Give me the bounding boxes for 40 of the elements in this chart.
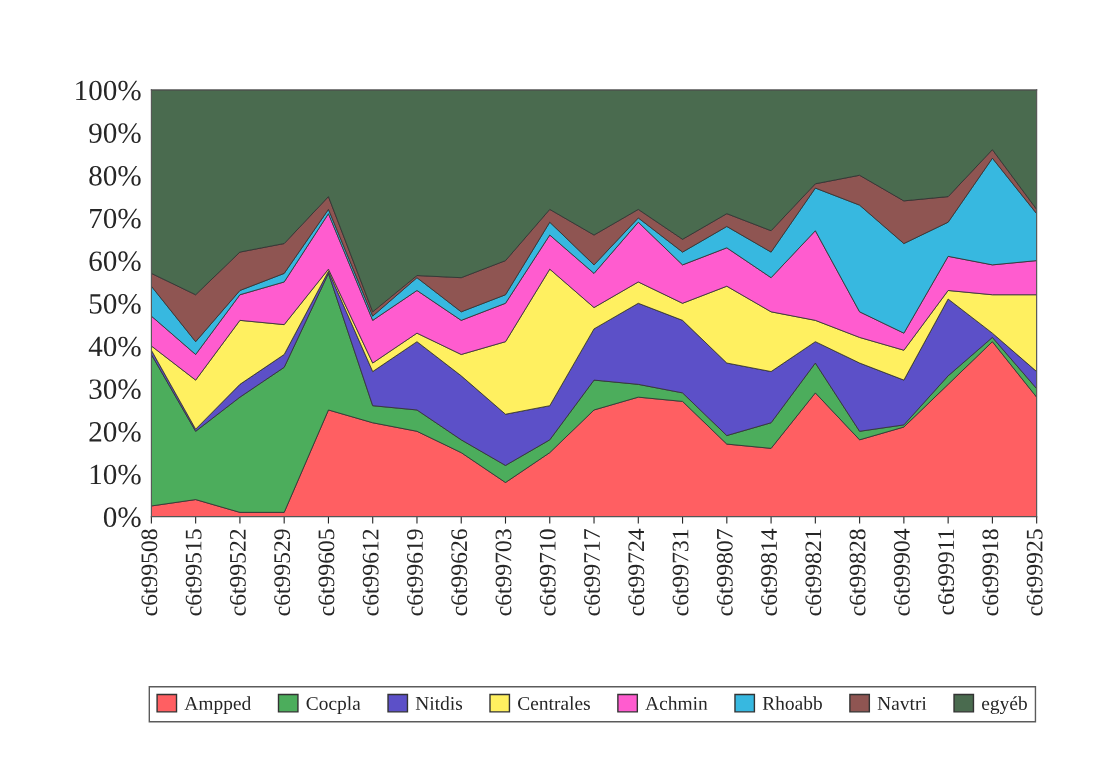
y-tick-label: 60%: [89, 251, 141, 272]
y-tick-label: 10%: [90, 464, 141, 485]
legend-label: egyéb: [982, 696, 1027, 715]
x-tick-label: c6t99925: [1026, 529, 1043, 616]
x-tick-label: c6t99703: [495, 529, 512, 616]
x-tick-label: c6t99522: [229, 529, 246, 616]
x-tick-label: c6t99710: [539, 529, 556, 616]
legend-label: Cocpla: [306, 696, 361, 714]
x-tick-label: c6t99807: [716, 529, 733, 616]
y-tick-label: 90%: [89, 123, 141, 144]
x-tick-label: c6t99814: [761, 528, 777, 616]
x-tick-label: c6t99911: [938, 529, 955, 615]
legend-label: Achmin: [645, 696, 708, 711]
legend-label: Ampped: [184, 696, 252, 714]
legend-label: Centrales: [518, 696, 590, 711]
y-tick-label: 50%: [89, 294, 141, 314]
legend-label: Navtri: [877, 696, 927, 711]
y-tick-label: 80%: [89, 165, 141, 186]
x-tick-label: c6t99612: [362, 529, 379, 616]
x-tick-label: c6t99717: [584, 529, 600, 616]
y-tick-label: 0%: [103, 507, 141, 528]
y-tick-label: 30%: [89, 379, 141, 400]
y-tick-label: 40%: [88, 336, 141, 357]
x-tick-label: c6t99828: [849, 529, 866, 616]
x-tick-label: c6t99529: [274, 529, 291, 616]
x-tick-label: c6t99821: [805, 529, 822, 616]
x-tick-label: c6t99918: [982, 529, 999, 616]
legend-label: Nitdis: [415, 696, 463, 711]
x-tick-label: c6t99508: [141, 529, 158, 616]
x-tick-label: c6t99626: [451, 529, 468, 616]
y-tick-label: 100%: [76, 80, 141, 101]
x-tick-label: c6t99605: [318, 529, 335, 616]
x-tick-label: c6t99724: [628, 528, 645, 616]
x-tick-label: c6t99904: [893, 528, 910, 616]
x-tick-label: c6t99731: [672, 529, 689, 616]
y-tick-label: 20%: [89, 422, 141, 442]
y-tick-label: 70%: [90, 208, 141, 229]
legend-label: Rhoabb: [762, 696, 822, 711]
x-tick-label: c6t99515: [185, 529, 202, 616]
x-tick-label: c6t99619: [407, 529, 423, 616]
